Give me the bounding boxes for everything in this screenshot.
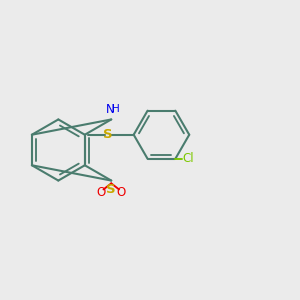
Text: S: S — [103, 128, 113, 141]
Text: N: N — [106, 103, 115, 116]
Text: H: H — [112, 104, 120, 114]
Text: Cl: Cl — [183, 152, 194, 165]
Text: O: O — [97, 186, 106, 199]
Text: O: O — [117, 186, 126, 199]
Text: S: S — [106, 183, 116, 196]
